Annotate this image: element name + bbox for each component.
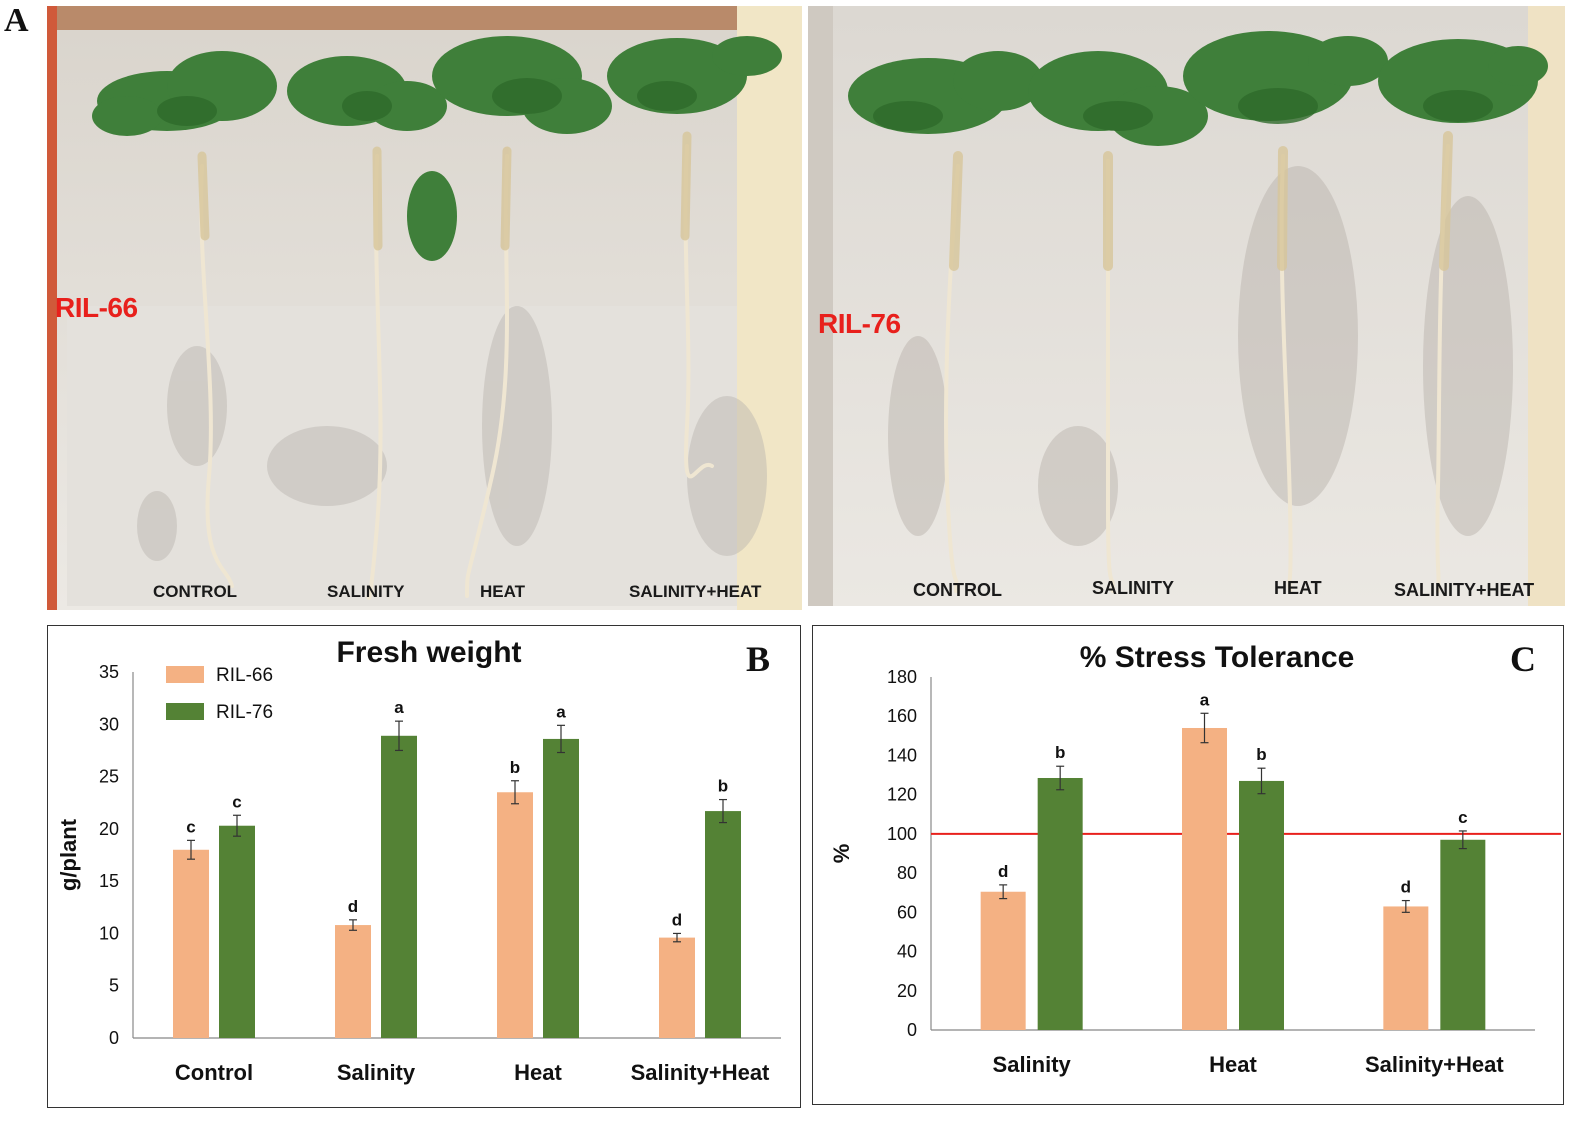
bar-ril-66-salinity-heat <box>1383 906 1429 1030</box>
legend-swatch-ril-66 <box>166 666 204 683</box>
significance-letter: d <box>348 897 358 916</box>
treatment-label-control: CONTROL <box>153 582 238 601</box>
y-tick-label: 40 <box>897 942 917 962</box>
chart-panel-b: Fresh weight B 0 5 10 15 20 25 30 35 g/plant c c Cont… <box>47 625 801 1108</box>
x-category-label: Salinity <box>337 1060 416 1085</box>
bar-ril-76-salinity <box>381 735 417 1038</box>
y-axis-label: g/plant <box>56 818 81 891</box>
significance-letter: c <box>1458 808 1467 827</box>
significance-letter: b <box>718 777 728 796</box>
photo-ril-76: RIL-76 CONTROL SALINITY HEAT SALINITY+HE… <box>808 6 1565 606</box>
legend-swatch-ril-76 <box>166 703 204 720</box>
y-tick-label: 0 <box>109 1028 119 1048</box>
legend-label-ril-76: RIL-76 <box>216 702 273 723</box>
photo-ril-76-illustration <box>808 6 1565 606</box>
x-category-label: Control <box>175 1060 253 1085</box>
significance-letter: c <box>232 792 241 811</box>
y-tick-label: 20 <box>99 819 119 839</box>
significance-letter: a <box>1200 690 1210 709</box>
y-tick-label: 30 <box>99 714 119 734</box>
y-tick-label: 15 <box>99 871 119 891</box>
bar-ril-66-heat <box>497 792 533 1038</box>
bar-ril-76-salinity-heat <box>1440 839 1486 1030</box>
x-category-label: Salinity+Heat <box>631 1060 770 1085</box>
bar-ril-76-heat <box>1239 780 1284 1030</box>
treatment-label-control: CONTROL <box>913 580 1002 600</box>
y-tick-label: 35 <box>99 662 119 682</box>
significance-letter: b <box>1256 745 1266 764</box>
y-axis-label: % <box>829 844 854 864</box>
y-tick-label: 10 <box>99 923 119 943</box>
legend-label-ril-66: RIL-66 <box>216 665 273 686</box>
panel-letter-b: B <box>746 639 770 679</box>
chart-title: Fresh weight <box>336 636 521 669</box>
x-category-label: Salinity <box>993 1052 1072 1077</box>
significance-letter: d <box>998 862 1008 881</box>
x-category-label: Heat <box>1209 1052 1257 1077</box>
y-tick-label: 140 <box>887 745 917 765</box>
significance-letter: d <box>672 910 682 929</box>
treatment-label-heat: HEAT <box>480 582 526 601</box>
bar-ril-76-salinity <box>1037 777 1083 1030</box>
y-tick-label: 160 <box>887 706 917 726</box>
treatment-label-heat: HEAT <box>1274 578 1322 598</box>
bar-ril-66-heat <box>1182 727 1227 1030</box>
y-tick-label: 120 <box>887 785 917 805</box>
significance-letter: d <box>1401 878 1411 897</box>
y-tick-label: 20 <box>897 981 917 1001</box>
y-tick-label: 180 <box>887 667 917 687</box>
chart-panel-c: % Stress Tolerance C 0 20 40 60 80 100 120 140 160… <box>812 625 1564 1105</box>
y-tick-label: 100 <box>887 824 917 844</box>
treatment-label-salinity-heat: SALINITY+HEAT <box>629 582 762 601</box>
bar-ril-66-salinity-heat <box>659 937 695 1038</box>
y-tick-label: 60 <box>897 902 917 922</box>
bar-ril-66-salinity <box>980 891 1026 1030</box>
fresh-weight-chart: Fresh weight B 0 5 10 15 20 25 30 35 g/plant c c Cont… <box>56 636 781 1085</box>
genotype-label-ril-66: RIL-66 <box>55 292 138 323</box>
y-tick-label: 5 <box>109 976 119 996</box>
stress-tolerance-chart: % Stress Tolerance C 0 20 40 60 80 100 120 140 160… <box>829 639 1561 1077</box>
significance-letter: a <box>556 702 566 721</box>
photo-ril-66-illustration <box>47 6 802 610</box>
bar-ril-76-control <box>219 825 255 1038</box>
significance-letter: b <box>510 758 520 777</box>
significance-letter: c <box>186 817 195 836</box>
bar-ril-76-salinity-heat <box>705 811 741 1038</box>
panel-letter-c: C <box>1510 639 1536 679</box>
bar-ril-76-heat <box>543 738 579 1038</box>
y-tick-label: 0 <box>907 1020 917 1040</box>
treatment-label-salinity: SALINITY <box>327 582 405 601</box>
y-tick-label: 25 <box>99 767 119 787</box>
photo-ril-66: RIL-66 CONTROL SALINITY HEAT SALINITY+HE… <box>47 6 802 610</box>
significance-letter: b <box>1055 743 1065 762</box>
treatment-label-salinity-heat: SALINITY+HEAT <box>1394 580 1535 600</box>
x-category-label: Salinity+Heat <box>1365 1052 1504 1077</box>
significance-letter: a <box>394 698 404 717</box>
bar-ril-66-control <box>173 849 209 1038</box>
y-tick-label: 80 <box>897 863 917 883</box>
panel-letter-a: A <box>4 2 29 39</box>
genotype-label-ril-76: RIL-76 <box>818 308 901 339</box>
x-category-label: Heat <box>514 1060 562 1085</box>
chart-title: % Stress Tolerance <box>1080 641 1355 674</box>
bar-ril-66-salinity <box>335 925 371 1038</box>
treatment-label-salinity: SALINITY <box>1092 578 1175 598</box>
